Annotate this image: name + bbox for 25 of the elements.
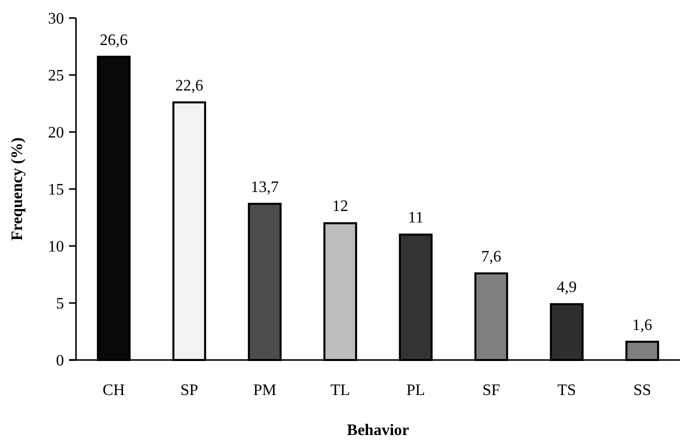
data-label: 26,6 — [100, 32, 128, 49]
y-tick-label: 30 — [48, 10, 64, 28]
data-label: 22,6 — [175, 77, 204, 94]
x-tick-label: SS — [633, 382, 652, 399]
data-label: 4,9 — [556, 279, 577, 296]
data-label: 7,6 — [481, 248, 502, 266]
x-tick-label: CH — [102, 382, 126, 399]
x-tick-label: TL — [330, 382, 350, 399]
x-tick-label: SF — [482, 382, 500, 399]
y-tick-label: 20 — [48, 124, 64, 142]
x-tick-label: PM — [253, 382, 276, 399]
x-tick-label: SP — [180, 382, 198, 399]
data-label: 1,6 — [632, 316, 652, 334]
data-label: 12 — [332, 198, 348, 216]
y-tick-label: 15 — [48, 182, 64, 199]
x-axis-title: Behavior — [346, 422, 410, 439]
y-tick-label: 10 — [48, 238, 64, 256]
y-tick-label: 25 — [48, 68, 64, 85]
x-tick-label: TS — [557, 382, 576, 399]
data-label: 13,7 — [250, 178, 279, 196]
y-axis-title: Frequency (%) — [9, 137, 26, 241]
data-label: 11 — [408, 210, 424, 227]
x-tick-label: PL — [406, 382, 426, 399]
y-tick-label: 5 — [56, 296, 64, 313]
y-tick-label: 0 — [56, 352, 64, 370]
